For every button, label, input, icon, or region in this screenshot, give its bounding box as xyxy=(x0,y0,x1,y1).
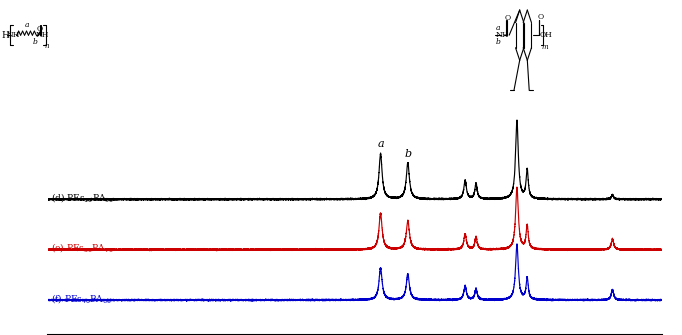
Text: a: a xyxy=(496,24,500,32)
Text: (e) PEs$_{30}$PA$_{70}$: (e) PEs$_{30}$PA$_{70}$ xyxy=(51,242,114,255)
Text: a: a xyxy=(25,21,29,29)
Text: NH: NH xyxy=(36,31,49,39)
Text: b: b xyxy=(495,38,500,46)
Text: b: b xyxy=(33,38,38,46)
Text: n: n xyxy=(45,42,49,50)
Text: O: O xyxy=(37,25,43,33)
Text: b: b xyxy=(404,149,411,159)
Text: m: m xyxy=(542,43,548,51)
Text: NH: NH xyxy=(496,31,509,39)
Text: (f) PEs$_{40}$PA$_{60}$: (f) PEs$_{40}$PA$_{60}$ xyxy=(51,292,113,305)
Text: NH: NH xyxy=(7,31,20,39)
Text: H: H xyxy=(1,31,10,40)
Text: OH: OH xyxy=(540,31,553,39)
Text: (d) PEs$_{10}$PA$_{90}$: (d) PEs$_{10}$PA$_{90}$ xyxy=(51,191,115,204)
Text: O: O xyxy=(537,13,544,21)
Text: O: O xyxy=(504,14,510,22)
Text: a: a xyxy=(377,139,384,149)
